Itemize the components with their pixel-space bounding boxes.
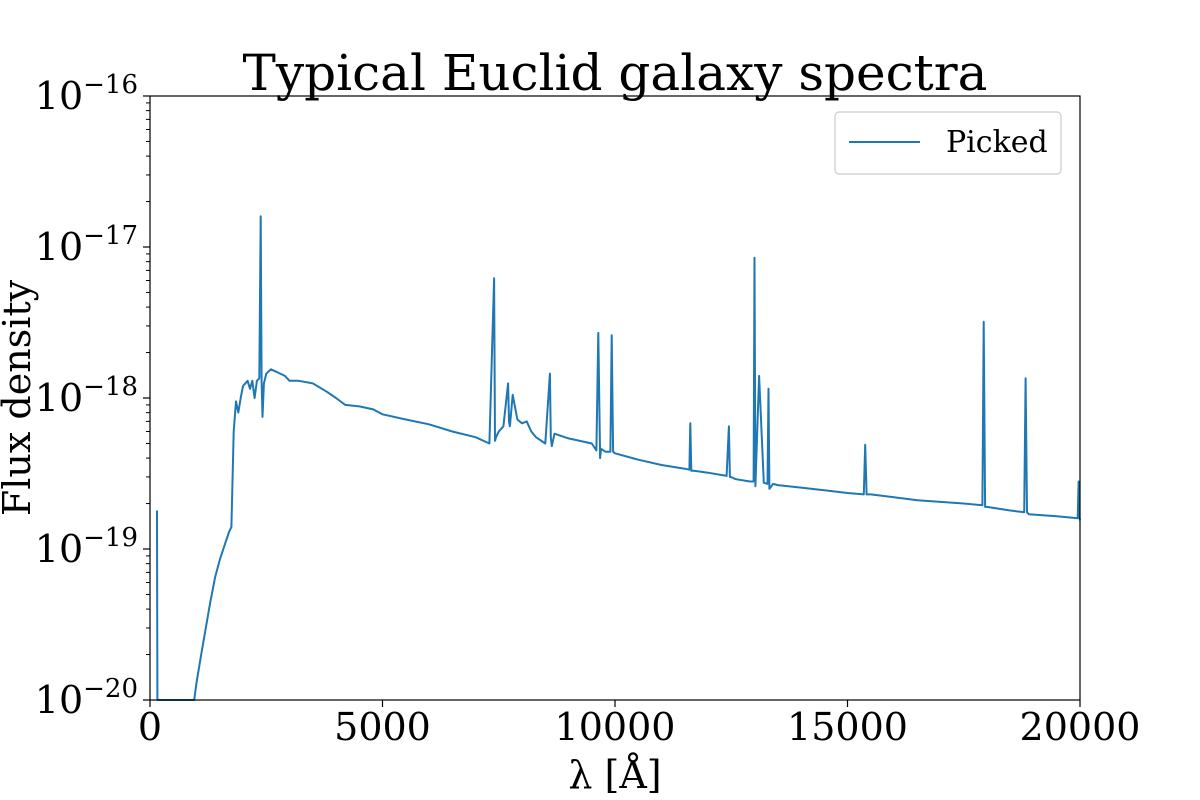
x-tick-label: 0 xyxy=(138,705,162,749)
plot-frame xyxy=(149,95,1081,701)
y-axis-label: Flux density xyxy=(0,279,39,516)
y-tick-label: 10−18 xyxy=(35,372,138,420)
x-tick-label: 10000 xyxy=(555,705,676,749)
legend-box xyxy=(834,111,1062,175)
legend: Picked xyxy=(834,111,1062,175)
x-tick-label: 5000 xyxy=(334,705,431,749)
legend-label-picked: Picked xyxy=(946,125,1048,160)
axes-layer: 0 5000 10000 15000 20000 10−16 10−17 10−18 10−19… xyxy=(35,70,1141,749)
x-axis-label: λ [Å] xyxy=(568,753,661,797)
x-tick-label: 20000 xyxy=(1020,705,1141,749)
y-tick-label: 10−17 xyxy=(35,221,138,269)
y-tick-label: 10−20 xyxy=(35,674,138,722)
chart-title: Typical Euclid galaxy spectra xyxy=(243,44,988,102)
y-tick-label: 10−16 xyxy=(35,70,138,118)
x-tick-label: 15000 xyxy=(787,705,908,749)
series-layer xyxy=(156,215,1081,701)
series-line-0 xyxy=(156,215,1081,701)
y-tick-label: 10−19 xyxy=(35,523,138,571)
